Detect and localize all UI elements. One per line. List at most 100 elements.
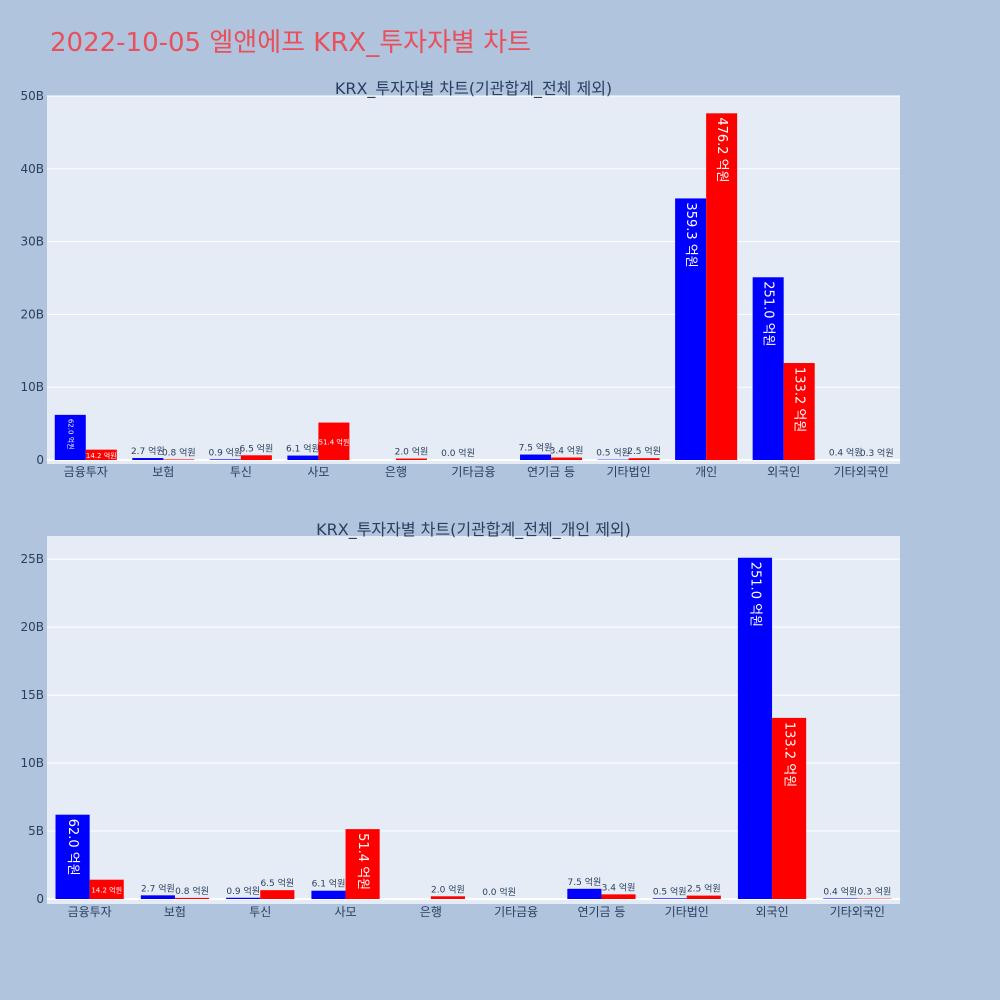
data-label: 251.0 억원 (747, 562, 762, 627)
y-tick-label: 15B (20, 688, 44, 702)
bar (395, 458, 427, 460)
bar (226, 897, 261, 899)
data-label: 14.2 억원 (86, 451, 117, 460)
data-label: 62.0 억원 (65, 819, 80, 876)
data-label: 51.4 억원 (355, 833, 370, 890)
bar (287, 455, 319, 460)
data-label: 3.4 억원 (550, 445, 584, 457)
data-label: 359.3 억원 (683, 202, 698, 267)
y-tick-label: 10B (20, 756, 44, 770)
chart-subtitle: KRX_투자자별 차트(기관합계_전체_개인 제외) (316, 520, 631, 540)
bar (89, 879, 124, 899)
bar (551, 457, 583, 460)
bar (311, 890, 346, 899)
bar (85, 449, 117, 460)
x-tick-label: 연기금 등 (527, 465, 575, 479)
bar (240, 455, 272, 460)
x-tick-label: 사모 (335, 905, 357, 919)
data-label: 2.7 억원 (141, 882, 175, 894)
y-tick-label: 0 (36, 892, 44, 906)
x-tick-label: 보험 (152, 465, 174, 479)
x-tick-label: 은행 (420, 904, 442, 919)
y-tick-label: 20B (20, 307, 44, 321)
data-label: 0.9 억원 (208, 446, 242, 458)
data-label: 2.0 억원 (395, 446, 429, 458)
data-label: 0.0 억원 (482, 886, 516, 898)
data-label: 0.5 억원 (653, 885, 687, 897)
data-label: 0.3 억원 (858, 886, 892, 898)
chart-subtitle: KRX_투자자별 차트(기관합계_전체 제외) (335, 79, 612, 99)
x-tick-label: 개인 (695, 465, 717, 479)
bar (345, 829, 380, 899)
main-title: 2022-10-05 엘앤에프 KRX_투자자별 차트 (50, 28, 532, 58)
chart-panel-2: 0 5B 10B 15B 20B 25B KRX_투자자별 차트(기관합계_전체_개인 제외… (20, 520, 900, 919)
data-label: 2.5 억원 (627, 445, 661, 457)
x-tick-label: 사모 (307, 465, 329, 479)
data-label: 2.0 억원 (431, 883, 465, 895)
x-tick-label: 기타외국인 (834, 465, 889, 479)
data-label: 0.5 억원 (596, 447, 630, 459)
data-label: 6.5 억원 (260, 877, 294, 889)
bar (520, 454, 552, 460)
x-tick-label: 외국인 (755, 905, 788, 919)
x-tick-label: 기타금융 (494, 905, 538, 919)
bar (783, 363, 815, 460)
data-label: 51.4 억원 (319, 437, 350, 446)
x-tick-label: 은행 (385, 464, 407, 479)
bar (318, 422, 350, 460)
data-label: 62.0 억원 (66, 419, 75, 450)
data-label: 7.5 억원 (519, 442, 553, 454)
y-tick-label: 20B (20, 620, 44, 634)
x-tick-label: 기타법인 (665, 905, 709, 919)
bar (140, 895, 175, 899)
y-tick-label: 5B (28, 824, 44, 838)
data-label: 0.4 억원 (829, 447, 863, 459)
bar (706, 113, 738, 460)
y-tick-label: 25B (20, 552, 44, 566)
data-label: 6.1 억원 (286, 443, 320, 455)
data-label: 0.3 억원 (860, 447, 894, 459)
y-tick-label: 40B (20, 162, 44, 176)
data-label: 0.8 억원 (162, 446, 196, 458)
bar (260, 890, 295, 899)
bar (601, 894, 636, 899)
data-label: 133.2 억원 (792, 367, 807, 432)
data-label: 2.7 억원 (131, 445, 165, 457)
x-tick-label: 금융투자 (64, 465, 108, 479)
bar (430, 896, 465, 899)
data-label: 0.0 억원 (441, 447, 475, 459)
y-tick-label: 10B (20, 380, 44, 394)
data-label: 0.9 억원 (226, 885, 260, 897)
data-label: 0.4 억원 (823, 885, 857, 897)
bar (163, 459, 195, 460)
bar (823, 898, 858, 899)
y-tick-label: 30B (20, 235, 44, 249)
x-tick-label: 기타금융 (451, 465, 495, 479)
bar (132, 458, 164, 460)
data-label: 3.4 억원 (602, 881, 636, 893)
x-tick-label: 기타외국인 (830, 905, 885, 919)
data-label: 133.2 억원 (782, 722, 797, 787)
chart-panel-1: 0 10B 20B 30B 40B 50B KRX_투자자별 차트(기관합계_전체 제외) 금… (20, 79, 900, 479)
y-tick-label: 0 (36, 453, 44, 467)
data-label: 476.2 억원 (714, 117, 729, 182)
x-tick-label: 보험 (164, 905, 186, 919)
bar (686, 895, 721, 899)
x-tick-label: 금융투자 (68, 905, 112, 919)
data-label: 251.0 억원 (761, 281, 776, 346)
data-label: 7.5 억원 (568, 876, 602, 888)
bar (737, 557, 773, 899)
data-label: 0.8 억원 (175, 885, 209, 897)
bar (54, 414, 86, 460)
x-tick-label: 기타법인 (607, 465, 651, 479)
data-label: 14.2 억원 (91, 885, 122, 894)
x-tick-label: 투신 (230, 465, 252, 479)
bar (174, 897, 210, 899)
bar (652, 898, 687, 899)
data-label: 6.1 억원 (312, 878, 346, 890)
bar (55, 814, 90, 899)
x-tick-label: 투신 (249, 905, 271, 919)
bar (752, 277, 784, 460)
bar (567, 888, 602, 899)
data-label: 6.5 억원 (240, 442, 274, 454)
